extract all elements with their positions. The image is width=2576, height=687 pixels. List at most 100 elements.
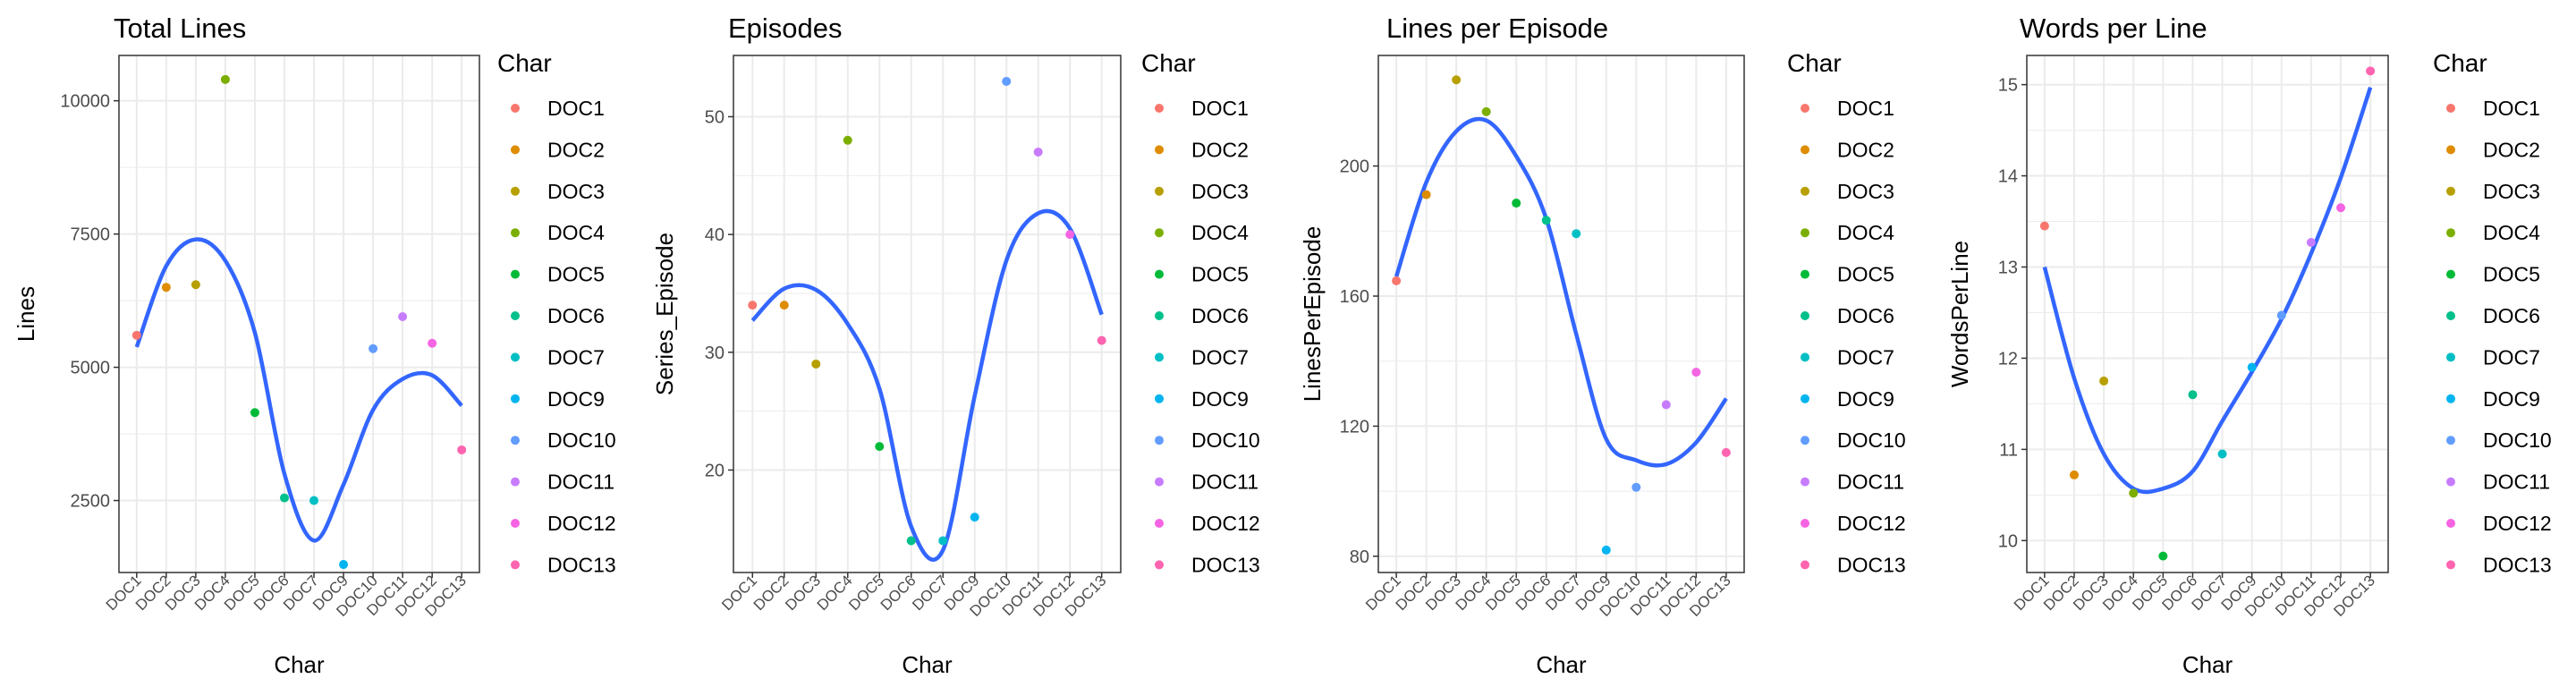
legend-item-label: DOC9 [547,387,605,411]
y-tick-label: 50 [705,107,724,127]
legend-key-icon [1801,394,1809,403]
data-point-doc11 [398,311,408,321]
legend-item-label: DOC11 [547,471,614,494]
y-tick-label: 2500 [71,492,111,512]
data-point-doc5 [250,408,259,418]
legend-item-label: DOC7 [1837,345,1894,369]
legend-item-label: DOC5 [2483,263,2540,286]
legend-key-icon [511,269,520,279]
data-point-doc2 [779,301,789,310]
data-point-doc11 [2306,237,2316,247]
legend-key-icon [511,104,520,113]
legend-title: Char [497,49,552,77]
legend-item-doc1: DOC1 [511,97,605,120]
legend-key-icon [1155,477,1164,487]
legend-item-label: DOC9 [2483,387,2540,411]
data-point-doc2 [2069,470,2079,479]
legend-item-label: DOC5 [1191,263,1249,286]
legend-item-label: DOC4 [547,221,605,244]
data-point-doc7 [938,536,948,546]
legend-item-doc11: DOC11 [1155,471,1258,494]
chart-title: Episodes [728,13,843,44]
legend-item-doc2: DOC2 [511,138,605,161]
legend-item-label: DOC1 [1191,97,1249,120]
data-point-doc3 [2099,376,2109,386]
legend-item-doc3: DOC3 [1801,180,1894,203]
chart-title: Words per Line [2020,13,2207,44]
legend-key-icon [1801,560,1809,570]
y-tick-label: 13 [1998,259,2018,278]
legend-item-label: DOC4 [1837,221,1894,244]
legend-item-label: DOC2 [1837,138,1894,161]
legend-title: Char [1787,49,1842,77]
data-point-doc7 [309,496,319,505]
legend-title: Char [1141,49,1196,77]
legend-item-doc9: DOC9 [2446,387,2540,411]
x-tick-label: DOC6 [877,572,919,614]
legend: Char DOC1 DOC2 DOC3 DOC4 DOC5 DOC6 DOC7 DOC9 DOC1… [1141,49,1260,576]
legend-item-label: DOC7 [2483,345,2540,369]
legend-item-doc2: DOC2 [1155,138,1249,161]
data-point-doc10 [369,344,378,353]
legend-item-label: DOC10 [1191,428,1260,452]
data-point-doc13 [457,445,467,454]
legend-key-icon [2446,269,2455,279]
legend-item-doc3: DOC3 [511,180,605,203]
data-point-doc12 [1691,368,1701,377]
legend-key-icon [1155,394,1164,403]
legend-item-label: DOC6 [547,304,605,327]
chart-title: Lines per Episode [1386,13,1608,44]
legend-item-label: DOC13 [1837,553,1906,576]
data-point-doc11 [1661,400,1671,410]
data-point-doc6 [1541,216,1551,225]
legend-key-icon [511,186,520,196]
legend-key-icon [1155,269,1164,279]
legend-key-icon [1155,436,1164,445]
legend-key-icon [2446,186,2455,196]
data-point-doc10 [2276,310,2286,320]
data-point-doc1 [748,301,758,310]
legend-item-label: DOC3 [1837,180,1894,203]
legend-item-label: DOC9 [1837,387,1894,411]
legend-item-doc5: DOC5 [511,263,605,286]
data-point-doc13 [1097,335,1106,345]
data-point-doc5 [2158,551,2168,561]
legend-item-label: DOC6 [1837,304,1894,327]
legend-item-doc4: DOC4 [511,221,605,244]
legend-item-doc9: DOC9 [1801,387,1894,411]
legend-item-doc9: DOC9 [511,387,605,411]
legend-item-label: DOC4 [2483,221,2540,244]
y-axis-label: LinesPerEpisode [1299,226,1326,403]
panel-border [2026,55,2389,573]
data-point-doc2 [161,283,171,293]
legend-item-label: DOC10 [547,428,616,452]
legend-item-label: DOC13 [547,553,616,576]
legend-item-label: DOC3 [2483,180,2540,203]
legend-item-doc2: DOC2 [1801,138,1894,161]
legend-item-label: DOC3 [1191,180,1249,203]
legend-item-doc7: DOC7 [2446,345,2540,369]
data-point-doc9 [2247,362,2257,372]
y-tick-label: 15 [1998,76,2018,96]
legend-item-label: DOC4 [1191,221,1249,244]
legend: Char DOC1 DOC2 DOC3 DOC4 DOC5 DOC6 DOC7 DOC9 DOC1… [497,49,616,576]
legend-key-icon [1155,311,1164,320]
legend-key-icon [511,436,520,445]
y-axis-label: Series_Episode [651,233,678,395]
legend-item-label: DOC10 [2483,428,2552,452]
data-point-doc9 [970,513,979,522]
x-axis-label: Char [902,651,953,678]
legend-item-label: DOC12 [1191,512,1260,535]
legend-item-doc6: DOC6 [2446,304,2540,327]
legend-item-doc6: DOC6 [1155,304,1249,327]
legend-item-doc12: DOC12 [1801,512,1906,535]
y-tick-label: 7500 [71,225,111,245]
legend-item-doc7: DOC7 [1155,345,1249,369]
legend-item-doc11: DOC11 [2446,471,2550,494]
x-tick-label: DOC2 [750,572,792,614]
legend-item-label: DOC10 [1837,428,1906,452]
data-point-doc10 [1002,76,1012,86]
panel-border [1377,55,1745,573]
legend-key-icon [1155,104,1164,113]
